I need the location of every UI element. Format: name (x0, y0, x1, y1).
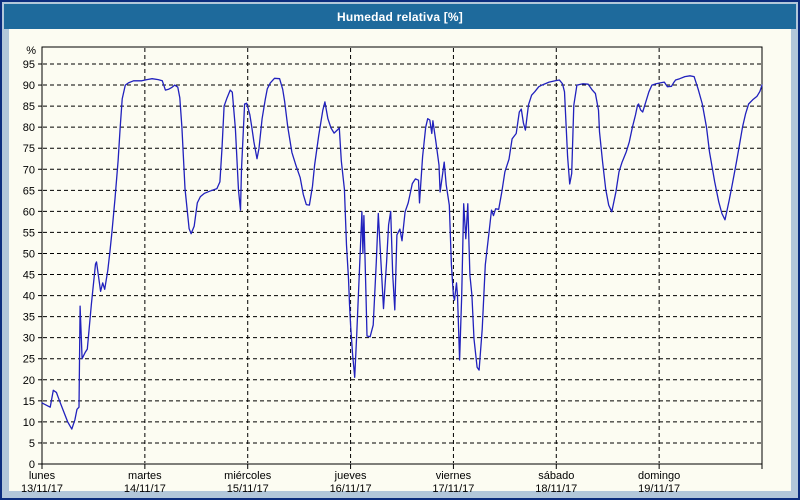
y-tick-label: 65 (23, 185, 35, 197)
y-tick-label: 70 (23, 164, 35, 176)
x-day-date-label: 17/11/17 (432, 483, 474, 495)
x-day-name-label: jueves (334, 470, 367, 482)
x-day-name-label: viernes (436, 470, 472, 482)
y-tick-label: 40 (23, 291, 35, 303)
y-axis-unit-label: % (26, 45, 36, 57)
y-tick-label: 30 (23, 333, 35, 345)
y-tick-label: 95 (23, 59, 35, 71)
y-tick-label: 45 (23, 270, 35, 282)
x-day-name-label: sábado (538, 470, 574, 482)
y-tick-label: 60 (23, 206, 35, 218)
y-tick-label: 55 (23, 227, 35, 239)
y-tick-label: 35 (23, 312, 35, 324)
y-tick-label: 80 (23, 122, 35, 134)
x-day-name-label: lunes (29, 470, 56, 482)
plot-frame (42, 47, 762, 464)
x-day-name-label: martes (128, 470, 162, 482)
y-tick-label: 25 (23, 354, 35, 366)
x-day-date-label: 13/11/17 (21, 483, 63, 495)
y-tick-label: 5 (29, 438, 35, 450)
y-tick-label: 90 (23, 80, 35, 92)
x-day-date-label: 14/11/17 (124, 483, 166, 495)
x-day-date-label: 18/11/17 (535, 483, 577, 495)
y-tick-label: 20 (23, 375, 35, 387)
x-day-name-label: miércoles (224, 470, 272, 482)
x-day-name-label: domingo (638, 470, 680, 482)
y-tick-label: 75 (23, 143, 35, 155)
y-tick-label: 15 (23, 396, 35, 408)
x-day-date-label: 16/11/17 (330, 483, 372, 495)
y-tick-label: 85 (23, 101, 35, 113)
humidity-series-line (42, 76, 762, 429)
y-tick-label: 50 (23, 248, 35, 260)
x-day-date-label: 15/11/17 (227, 483, 269, 495)
x-day-date-label: 19/11/17 (638, 483, 680, 495)
y-tick-label: 10 (23, 417, 35, 429)
